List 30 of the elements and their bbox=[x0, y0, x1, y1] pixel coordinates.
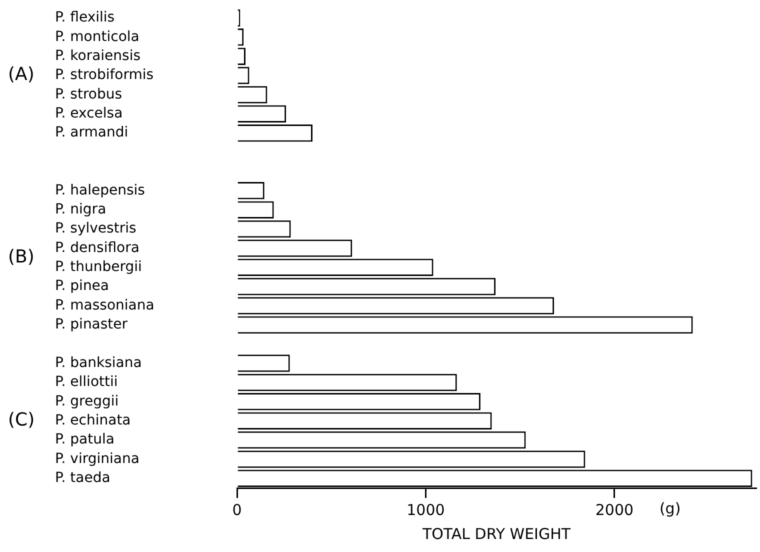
text: (B) bbox=[8, 246, 34, 268]
y-tick-label: P. strobus bbox=[55, 86, 122, 102]
y-tick-label: P. taeda bbox=[55, 470, 110, 486]
y-tick-label: P. halepensis bbox=[55, 182, 145, 198]
y-tick-label: P. armandi bbox=[55, 124, 128, 141]
y-tick-label: P. patula bbox=[55, 432, 114, 448]
y-tick-label: P. banksiana bbox=[55, 354, 142, 371]
y-tick-label: P. massoniana bbox=[55, 297, 154, 314]
text: (C) bbox=[8, 410, 35, 431]
y-tick-label: P. thunbergii bbox=[55, 259, 142, 276]
y-tick-label: P. pinea bbox=[55, 278, 110, 294]
y-tick-label: P. nigra bbox=[55, 201, 106, 218]
y-tick-label: P. greggii bbox=[55, 393, 119, 410]
y-tick-label: P. monticola bbox=[55, 28, 140, 45]
y-tick-label: P. koraiensis bbox=[55, 48, 141, 64]
y-tick-label: P. sylvestris bbox=[55, 220, 136, 237]
y-tick-label: P. pinaster bbox=[55, 316, 128, 333]
x-tick-label: 2000 bbox=[595, 500, 634, 519]
y-tick-label: P. virginiana bbox=[55, 450, 140, 467]
y-tick-label: P. flexilis bbox=[55, 10, 115, 26]
y-tick-label: P. excelsa bbox=[55, 106, 123, 122]
y-tick-label: P. echinata bbox=[55, 412, 131, 428]
text: (A) bbox=[8, 64, 34, 86]
y-tick-label: P. strobiformis bbox=[55, 67, 154, 84]
x-axis-title: TOTAL DRY WEIGHT bbox=[421, 524, 572, 543]
x-tick-label: 0 bbox=[232, 500, 242, 519]
y-tick-label: P. elliottii bbox=[55, 374, 118, 390]
y-tick-label: P. densiflora bbox=[55, 240, 140, 256]
x-tick-label: 1000 bbox=[406, 500, 445, 519]
text: (g) bbox=[659, 499, 681, 518]
